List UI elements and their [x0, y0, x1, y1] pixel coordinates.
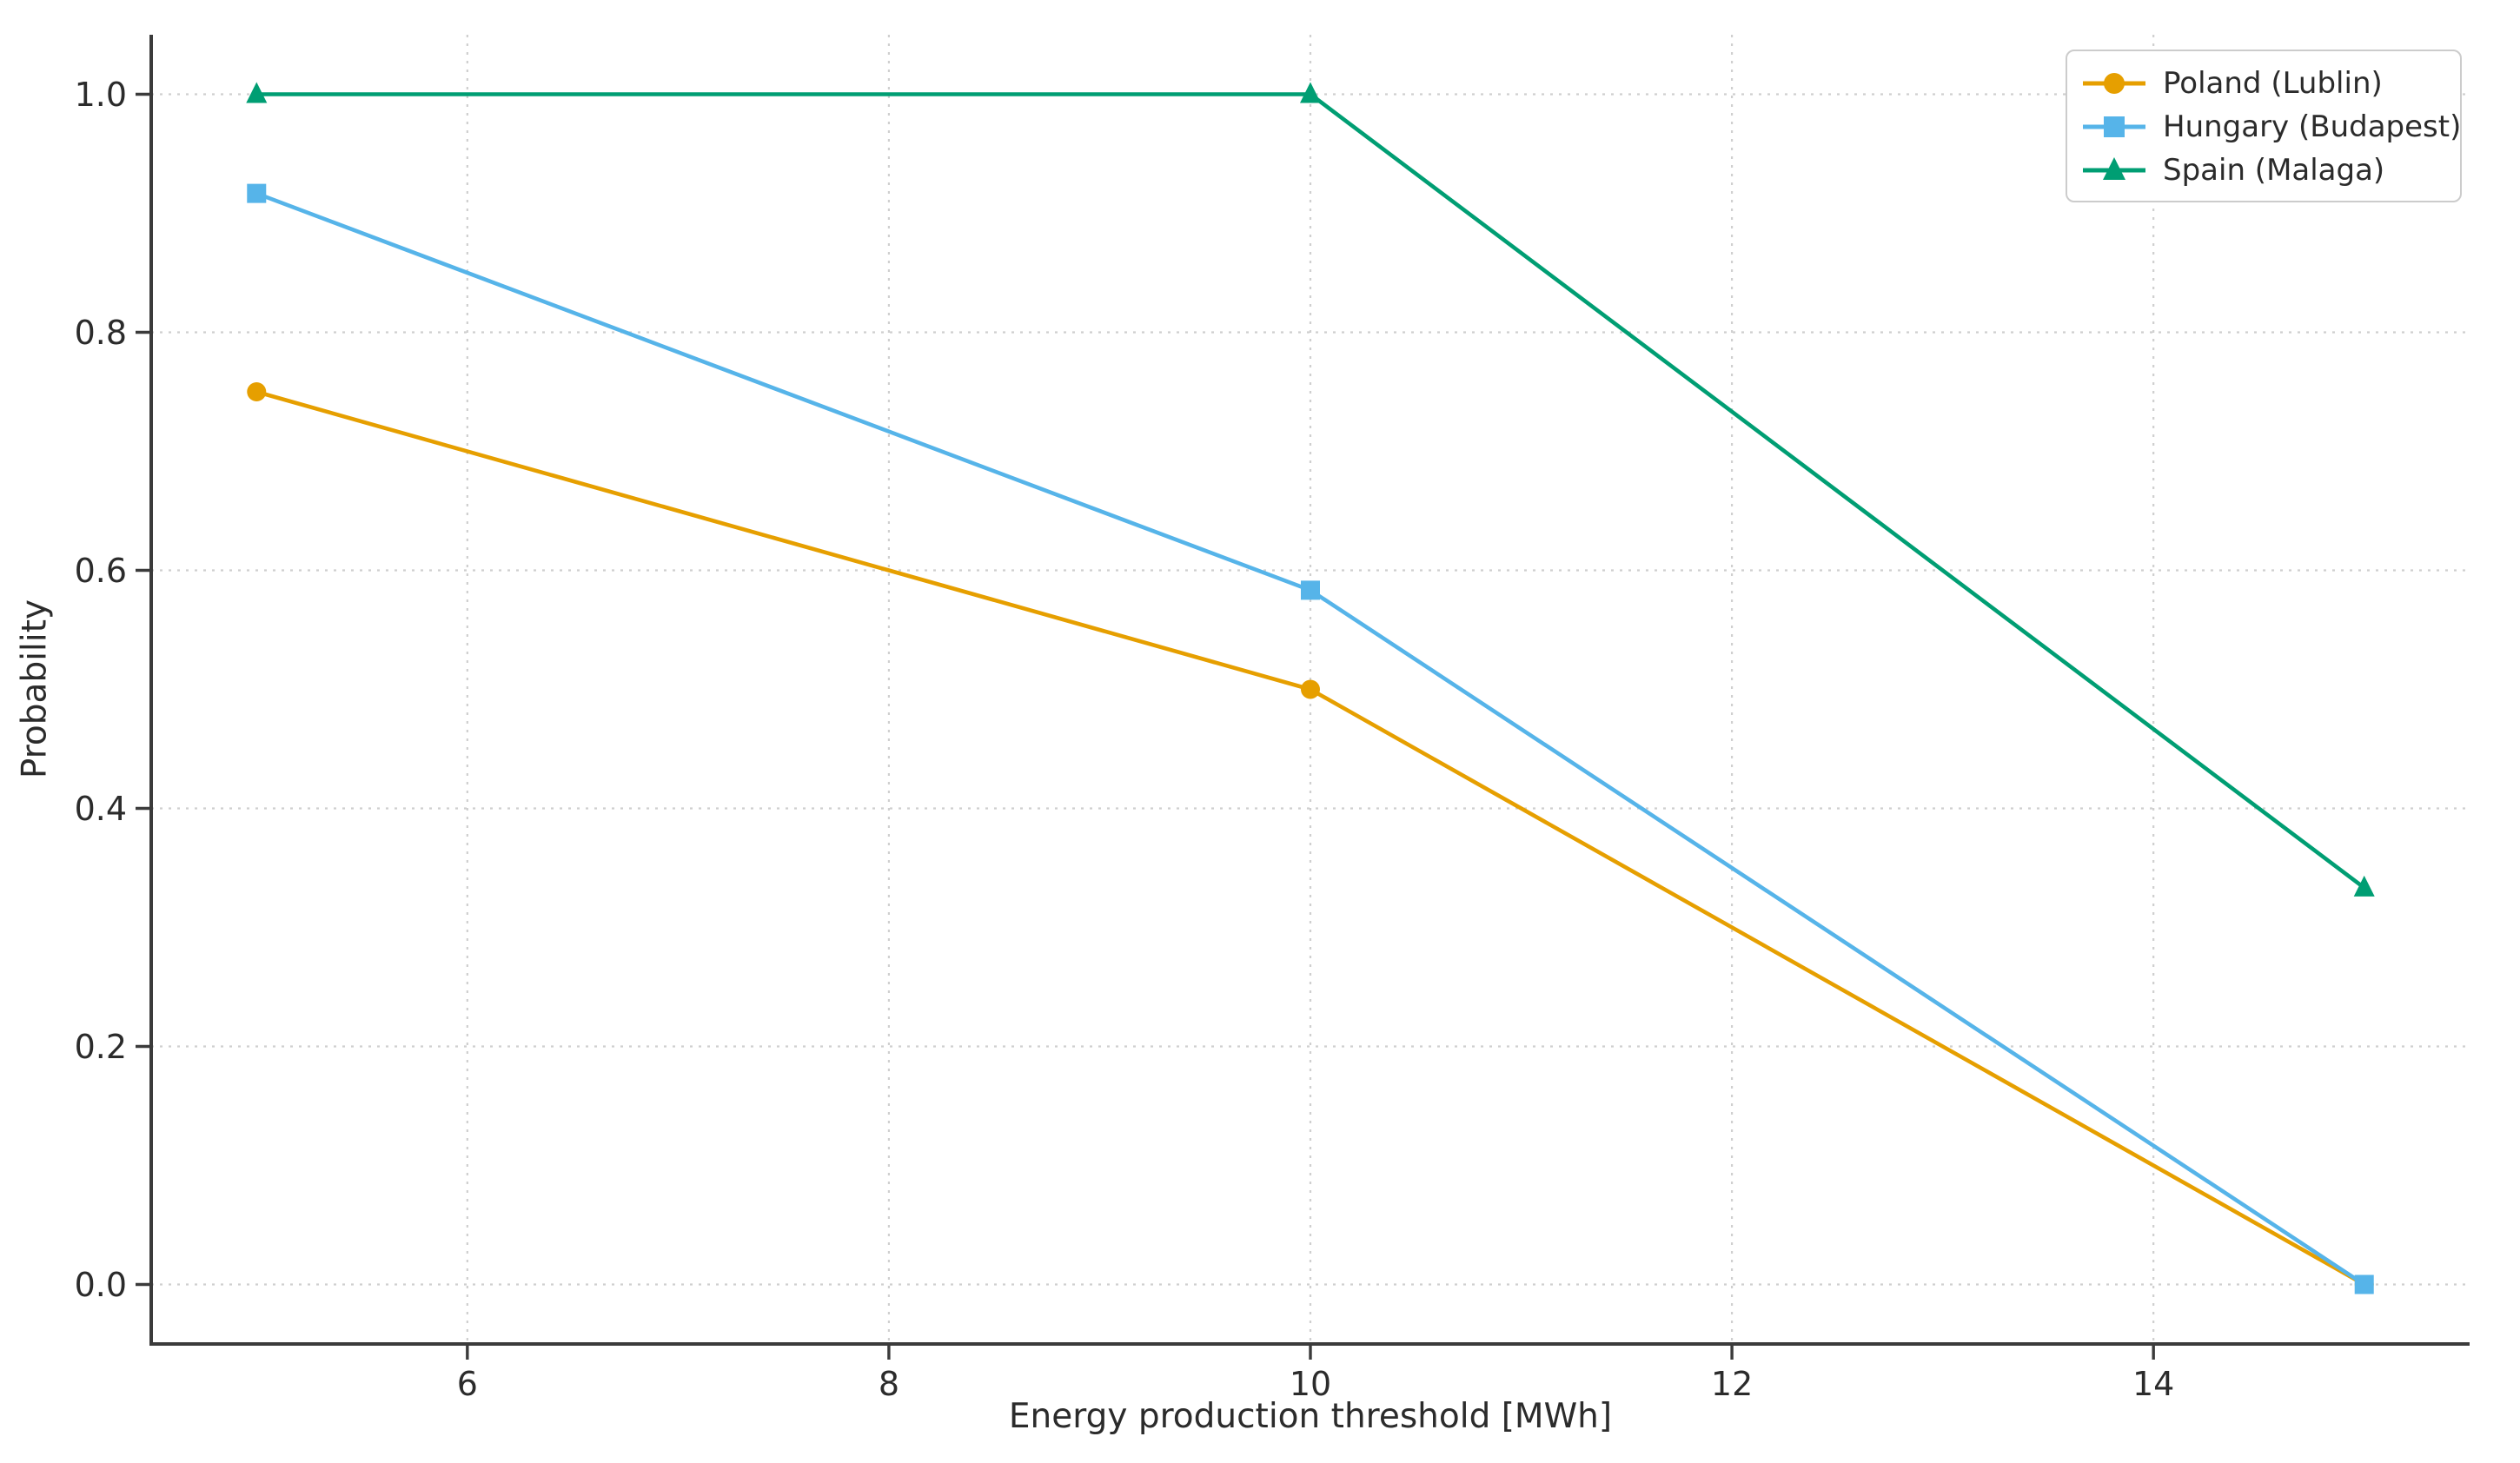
series-spain-malaga [246, 82, 2375, 897]
data-point-circle [2104, 73, 2125, 94]
legend-item-poland: Poland (Lublin) [2083, 62, 2460, 105]
data-point-triangle [2353, 875, 2375, 897]
legend-label: Hungary (Budapest) [2163, 109, 2462, 144]
legend-marker-triangle-icon [2083, 157, 2145, 180]
legend-item-spain: Spain (Malaga) [2083, 149, 2460, 192]
x-tick-label: 10 [1289, 1365, 1332, 1403]
series-hungary-budapest [247, 183, 2374, 1294]
x-tick-label: 8 [878, 1365, 899, 1403]
x-axis-label: Energy production threshold [MWh] [1008, 1397, 1613, 1436]
legend: Poland (Lublin) Hungary (Budapest) Spain… [2066, 50, 2462, 202]
legend-label: Poland (Lublin) [2163, 66, 2383, 101]
x-tick-label: 12 [1710, 1365, 1754, 1403]
y-tick-label: 0.2 [74, 1027, 127, 1066]
tick-marks [136, 92, 2155, 1360]
legend-item-hungary: Hungary (Budapest) [2083, 105, 2462, 149]
x-tick-label: 14 [2132, 1365, 2175, 1403]
legend-label: Spain (Malaga) [2163, 153, 2385, 188]
legend-marker-square-icon [2083, 116, 2145, 137]
data-point-circle [1301, 679, 1320, 699]
data-point-triangle [2103, 157, 2125, 180]
series-line [256, 92, 2366, 890]
x-tick-label: 6 [456, 1365, 478, 1403]
data-point-square [1301, 580, 1320, 600]
data-point-triangle [1300, 82, 1321, 103]
series-line [255, 389, 2365, 1287]
y-tick-label: 0.4 [74, 789, 127, 828]
data-point-square [2354, 1274, 2374, 1294]
data-point-square [247, 183, 267, 203]
legend-marker-circle-icon [2083, 73, 2145, 94]
y-tick-label: 0.0 [74, 1265, 127, 1304]
y-axis-label: Probability [15, 599, 55, 779]
y-tick-label: 0.8 [74, 313, 127, 352]
data-point-circle [247, 382, 267, 401]
y-tick-label: 1.0 [74, 75, 127, 114]
data-point-square [2104, 116, 2125, 137]
data-point-triangle [246, 82, 268, 103]
gridlines [151, 35, 2470, 1344]
y-tick-label: 0.6 [74, 551, 127, 590]
